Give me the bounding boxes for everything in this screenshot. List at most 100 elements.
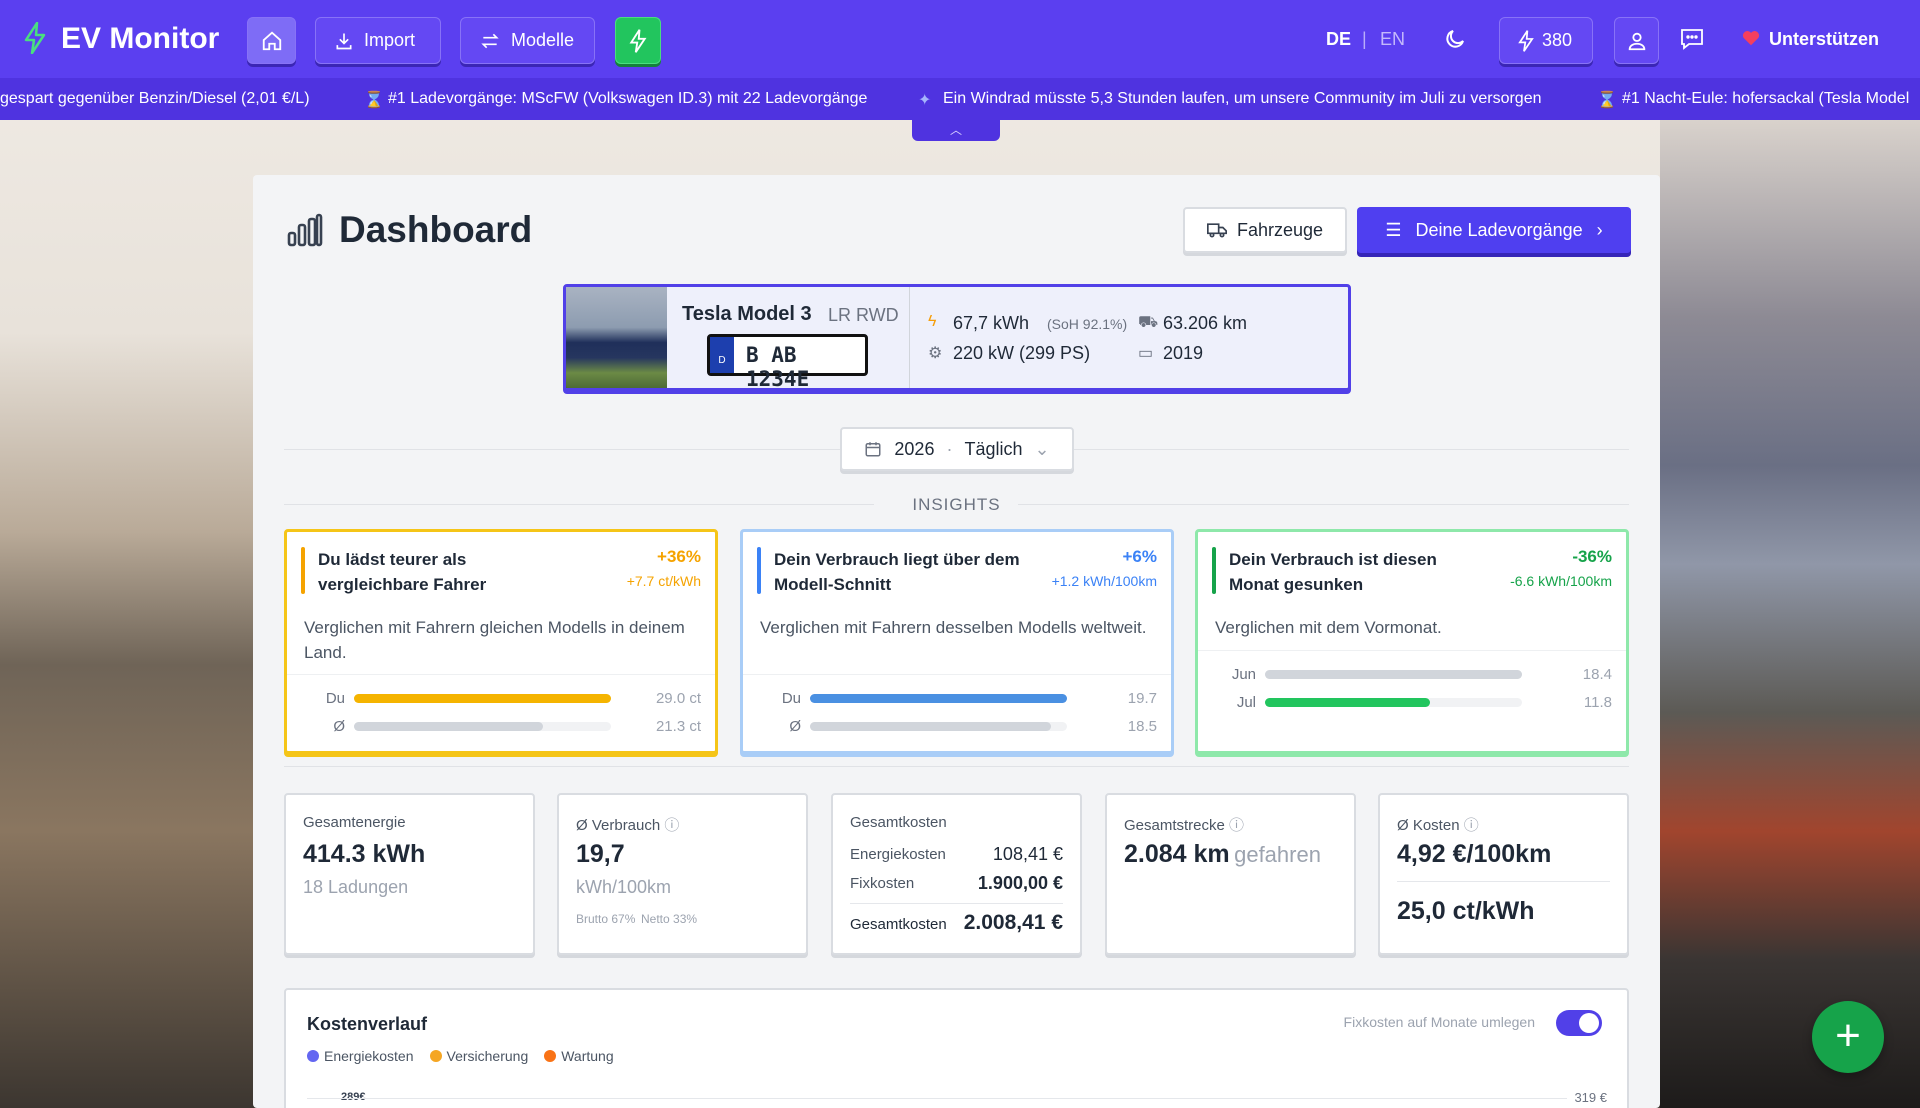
insight-card: Dein Verbrauch ist diesen Monat gesunken… — [1195, 529, 1629, 754]
chart-title: Kostenverlauf — [307, 1014, 428, 1034]
insight-title: Dein Verbrauch ist diesen Monat gesunken — [1229, 550, 1437, 594]
vehicle-card[interactable]: Tesla Model 3 LR RWD D B AB 1234E ϟ 67,7… — [563, 284, 1351, 391]
ticker: gespart gegenüber Benzin/Diesel (2,01 €/… — [0, 78, 1920, 120]
insight-delta: -36% — [1572, 547, 1612, 566]
filter-interval: Täglich — [964, 438, 1023, 459]
stat-note: Brutto 67% — [576, 912, 636, 926]
soh: (SoH 92.1%) — [1047, 316, 1128, 332]
vehicle-variant: LR RWD — [828, 305, 899, 325]
bar — [354, 694, 611, 703]
legend-label: Versicherung — [446, 1048, 529, 1064]
date-filter[interactable]: 2026 · Täglich ⌄ — [840, 427, 1074, 471]
top-bar: EV Monitor Import Modelle DE | EN 380 Un… — [0, 0, 1920, 78]
insight-text: Verglichen mit Fahrern desselben Modells… — [760, 618, 1147, 637]
stat-card: Ø Verbrauch ⓘ 19,7 kWh/100km Brutto 67% … — [557, 793, 808, 955]
legend-label: Wartung — [561, 1048, 614, 1064]
stat-card: Gesamtkosten Energiekosten 108,41 € Fixk… — [831, 793, 1082, 955]
axis-label: 289€ — [341, 1091, 366, 1103]
stat-label: Gesamtkosten — [850, 814, 947, 831]
cost-total-label: Gesamtkosten — [850, 916, 947, 933]
mileage: 63.206 km — [1163, 313, 1248, 333]
charge-button[interactable] — [615, 17, 661, 64]
insight-detail: +1.2 kWh/100km — [1051, 573, 1157, 589]
legend-item[interactable]: Energiekosten — [307, 1048, 414, 1064]
logo — [24, 22, 46, 54]
mileage-icon: ⛟ — [1138, 314, 1159, 331]
divider — [743, 674, 1171, 675]
battery: 67,7 kWh — [953, 313, 1030, 333]
lang-de[interactable]: DE — [1326, 29, 1352, 49]
cost-row-label: Energiekosten — [850, 846, 946, 863]
stat-label: Gesamtenergie — [303, 814, 406, 831]
toggle-label: Fixkosten auf Monate umlegen — [1343, 1014, 1535, 1030]
stat-card: Gesamtenergie 414.3 kWh 18 Ladungen — [284, 793, 535, 955]
home-button[interactable] — [247, 17, 296, 64]
toggle[interactable] — [1556, 1010, 1602, 1036]
models-button[interactable]: Modelle — [460, 17, 595, 64]
ticker-item: #1 Nacht-Eule: hofersackal (Tesla Model — [1622, 90, 1910, 107]
feedback-button[interactable] — [1680, 28, 1704, 50]
row-value: 18.4 — [1582, 666, 1612, 683]
vehicle-photo — [566, 287, 667, 388]
dashboard-icon — [287, 213, 323, 247]
heart-icon — [1742, 31, 1760, 46]
plate-number: B AB 1234E — [746, 343, 810, 391]
ticker-item: #1 Ladevorgänge: MScFW (Volkswagen ID.3)… — [388, 90, 868, 107]
accent-bar — [301, 547, 305, 594]
divider — [909, 287, 910, 388]
insight-card: Dein Verbrauch liegt über dem Modell-Sch… — [740, 529, 1174, 754]
row-value: 11.8 — [1583, 694, 1612, 711]
sessions-button[interactable]: ☰ Deine Ladevorgänge › — [1357, 207, 1631, 253]
lang-en[interactable]: EN — [1380, 29, 1406, 49]
ticker-item: gespart gegenüber Benzin/Diesel (2,01 €/… — [0, 90, 310, 107]
row-value: 21.3 ct — [655, 718, 701, 735]
accent-bar — [757, 547, 761, 594]
row-label: Ø — [333, 718, 345, 735]
theme-toggle[interactable] — [1443, 27, 1467, 51]
axis-label: 319 € — [1574, 1090, 1607, 1105]
row-value: 18.5 — [1127, 718, 1157, 735]
user-button[interactable] — [1614, 17, 1659, 64]
insight-delta: +6% — [1122, 547, 1158, 566]
row-label: Du — [325, 690, 345, 707]
divider — [1198, 650, 1626, 651]
nav-label: Import — [364, 30, 416, 50]
dashboard-panel: Dashboard Fahrzeuge ☰ Deine Ladevorgänge… — [253, 175, 1660, 1108]
stat-note: Netto 33% — [641, 912, 698, 926]
insight-detail: +7.7 ct/kWh — [626, 573, 701, 589]
legend-item[interactable]: Versicherung — [429, 1048, 529, 1064]
add-button[interactable]: + — [1812, 1001, 1884, 1073]
support-link[interactable]: Unterstützen — [1769, 29, 1880, 49]
vehicles-button[interactable]: Fahrzeuge — [1183, 207, 1347, 253]
energy-badge[interactable]: 380 — [1499, 17, 1593, 64]
insight-text: Verglichen mit dem Vormonat. — [1215, 618, 1442, 637]
vehicle-model: Tesla Model 3 — [682, 303, 812, 325]
insight-title: Du lädst teurer als vergleichbare Fahrer — [318, 550, 487, 594]
bar — [1265, 698, 1430, 707]
stat-card: Gesamtstrecke ⓘ 2.084 km gefahren — [1105, 793, 1356, 955]
row-label: Ø — [789, 718, 801, 735]
battery-icon: ϟ — [928, 313, 937, 330]
cost-row-value: 108,41 € — [992, 844, 1063, 864]
stat-label: Ø Verbrauch ⓘ — [576, 817, 680, 834]
ticker-collapse[interactable]: ︿ — [912, 120, 1000, 141]
legend-item[interactable]: Wartung — [544, 1048, 614, 1064]
insight-detail: -6.6 kWh/100km — [1510, 573, 1612, 589]
brand[interactable]: EV Monitor — [61, 22, 220, 55]
legend-label: Energiekosten — [324, 1048, 414, 1064]
cost-total-value: 2.008,41 € — [963, 911, 1063, 934]
divider — [284, 766, 1629, 767]
row-label: Du — [781, 690, 801, 707]
label-text: Gesamtstrecke — [1124, 817, 1225, 834]
insights-heading: INSIGHTS — [912, 495, 1001, 514]
insight-card: Du lädst teurer als vergleichbare Fahrer… — [284, 529, 718, 754]
import-button[interactable]: Import — [315, 17, 441, 64]
divider — [287, 674, 715, 675]
bar — [810, 694, 1067, 703]
insight-title: Dein Verbrauch liegt über dem Modell-Sch… — [774, 550, 1020, 594]
button-label: Fahrzeuge — [1236, 219, 1324, 240]
stat-value: 414.3 kWh — [303, 840, 426, 868]
bar — [1265, 670, 1522, 679]
value-text: 2.084 km — [1124, 840, 1230, 868]
insight-text: Verglichen mit Fahrern gleichen Modells … — [304, 618, 685, 662]
